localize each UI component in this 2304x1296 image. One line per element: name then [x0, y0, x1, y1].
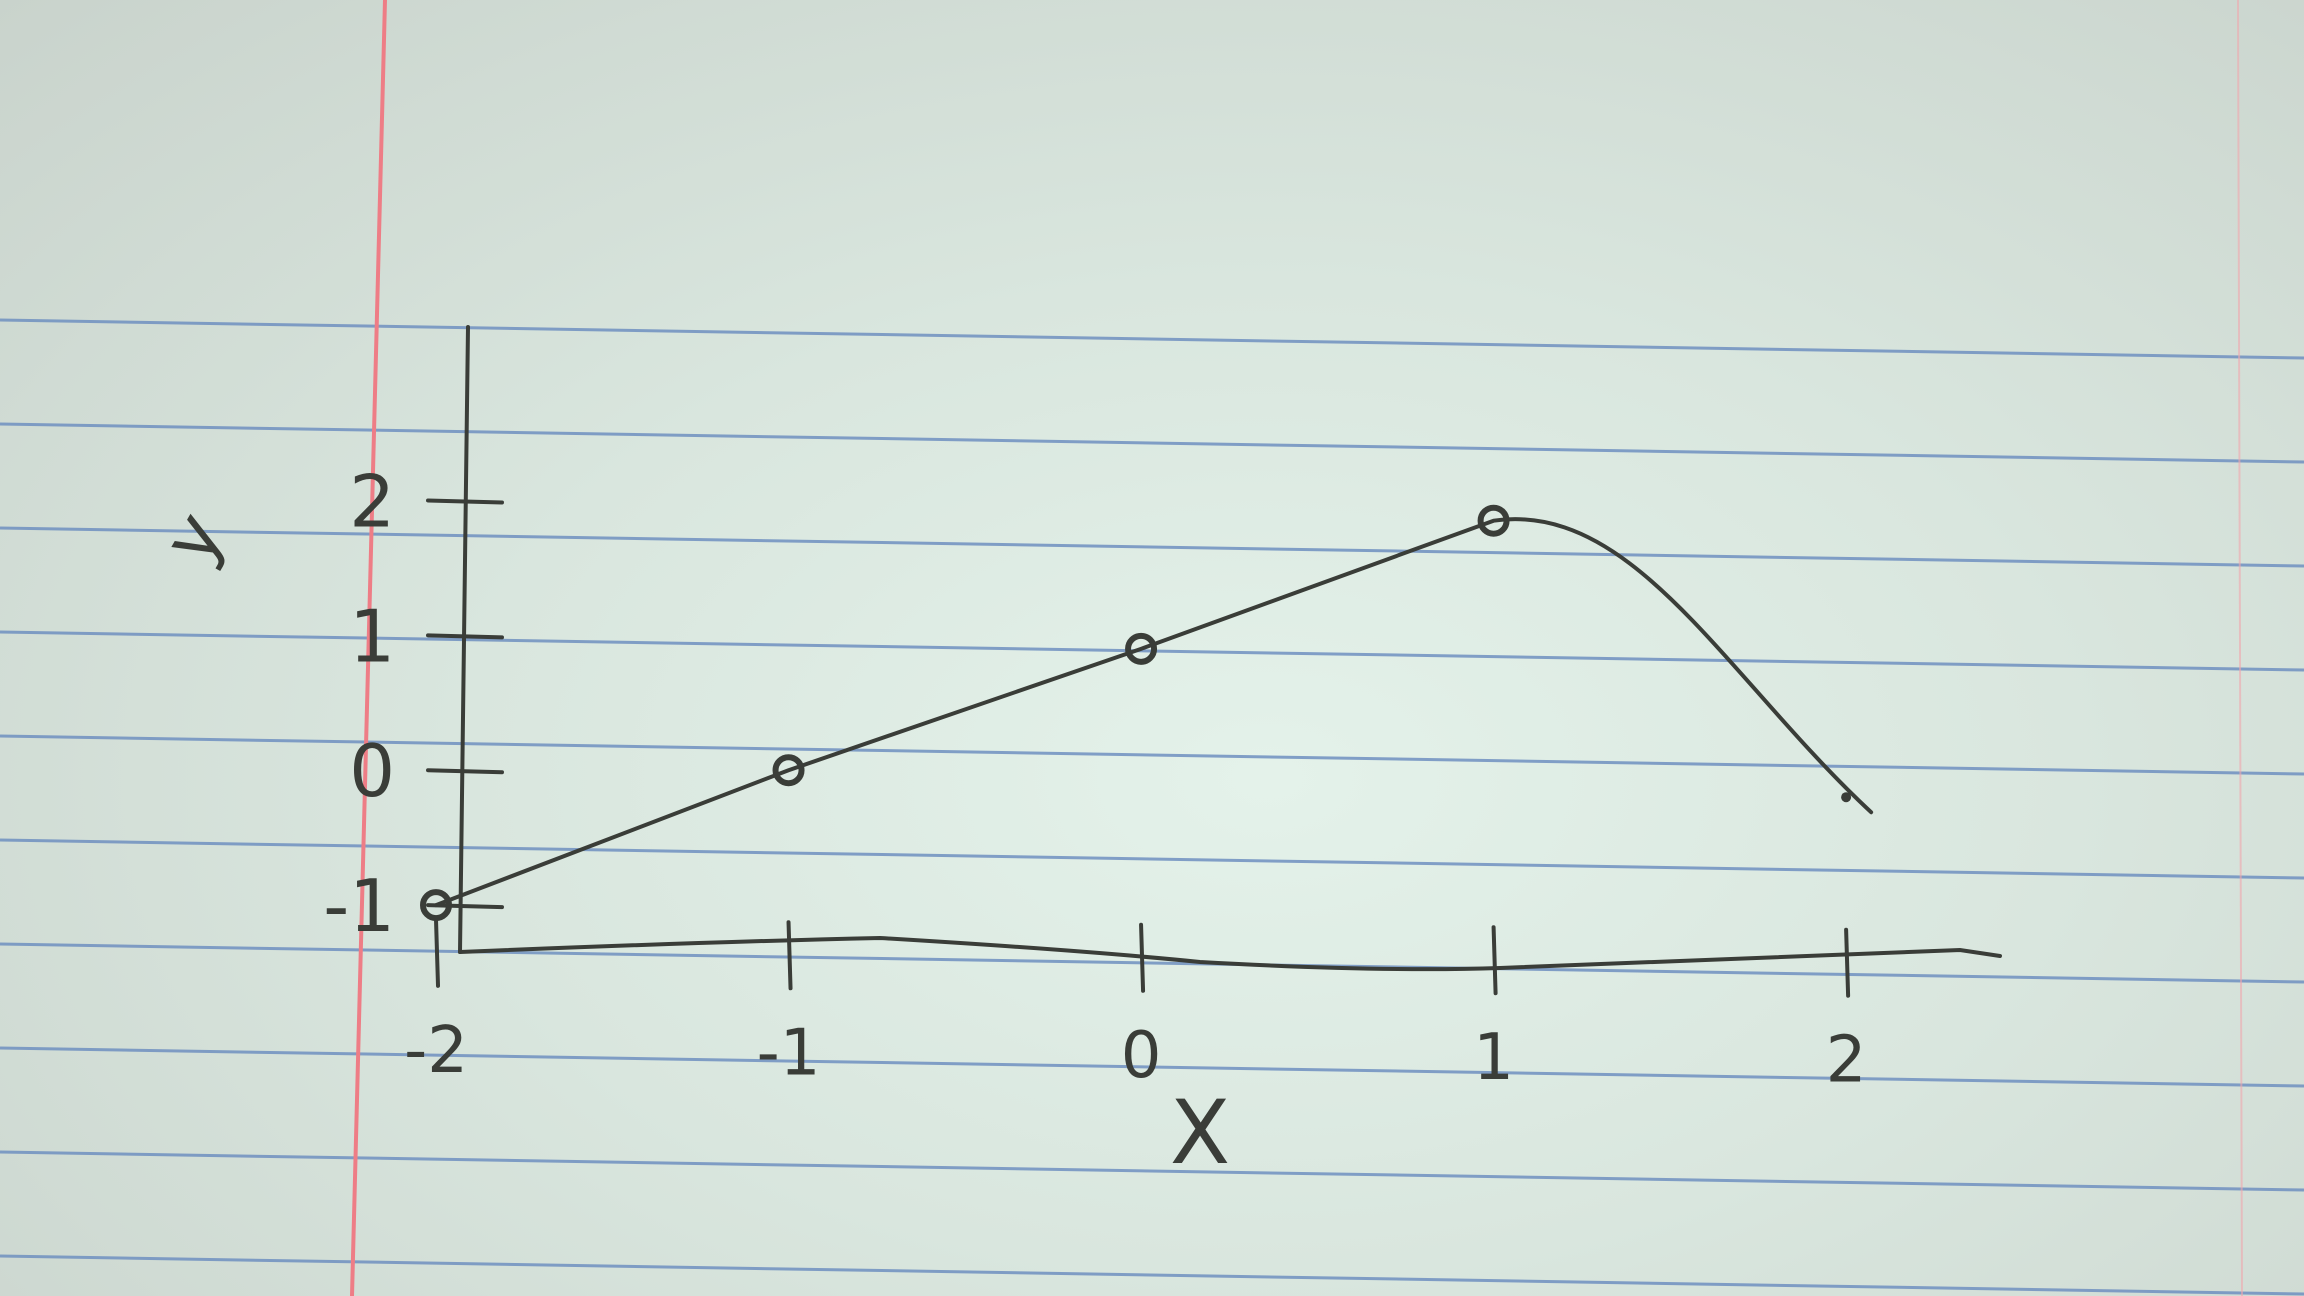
ruled-lines: [0, 318, 2304, 1296]
data-point: [1477, 504, 1510, 537]
axes: [458, 325, 2002, 972]
y-tick-label: 1: [349, 594, 395, 678]
y-tick-mark: [426, 498, 504, 505]
x-axis-line: [458, 935, 2002, 972]
ruled-line: [0, 734, 2304, 776]
x-tick-label: 0: [1121, 1019, 1162, 1093]
y-tick-label: 0: [349, 729, 395, 813]
y-tick-mark: [426, 633, 504, 640]
y-axis-label: y: [146, 498, 240, 577]
x-tick-mark: [1844, 927, 1851, 998]
data-point: [420, 889, 453, 922]
y-tick-label: 2: [349, 459, 395, 543]
y-tick-label: -1: [323, 864, 395, 948]
x-ticks: -2 -1 0 1 2: [404, 917, 1867, 1098]
x-tick-label: 1: [1473, 1021, 1514, 1095]
series-line: [434, 517, 1874, 908]
x-tick-label: 2: [1826, 1024, 1867, 1098]
x-tick-mark: [1139, 922, 1146, 993]
ruled-line: [0, 422, 2304, 464]
y-tick-mark: [426, 768, 504, 775]
data-point: [1125, 632, 1158, 665]
x-tick-mark: [1491, 925, 1498, 996]
ruled-line: [0, 1254, 2304, 1296]
data-point: [772, 754, 805, 787]
x-tick-label: -1: [757, 1016, 821, 1090]
y-axis-line: [458, 325, 470, 954]
x-tick-mark: [786, 920, 793, 991]
x-axis-label: X: [1170, 1081, 1230, 1184]
ruled-line: [0, 526, 2304, 568]
margin-line: [350, 0, 387, 1296]
data-point: [1841, 792, 1852, 803]
series-path: [434, 517, 1874, 908]
x-tick-mark: [434, 917, 441, 988]
data-points: [420, 504, 1852, 922]
y-ticks: -1 0 1 2: [323, 459, 504, 948]
ruled-line: [0, 318, 2304, 360]
ruled-line: [0, 1150, 2304, 1192]
x-tick-label: -2: [404, 1014, 468, 1088]
right-margin-line: [2237, 0, 2243, 1296]
